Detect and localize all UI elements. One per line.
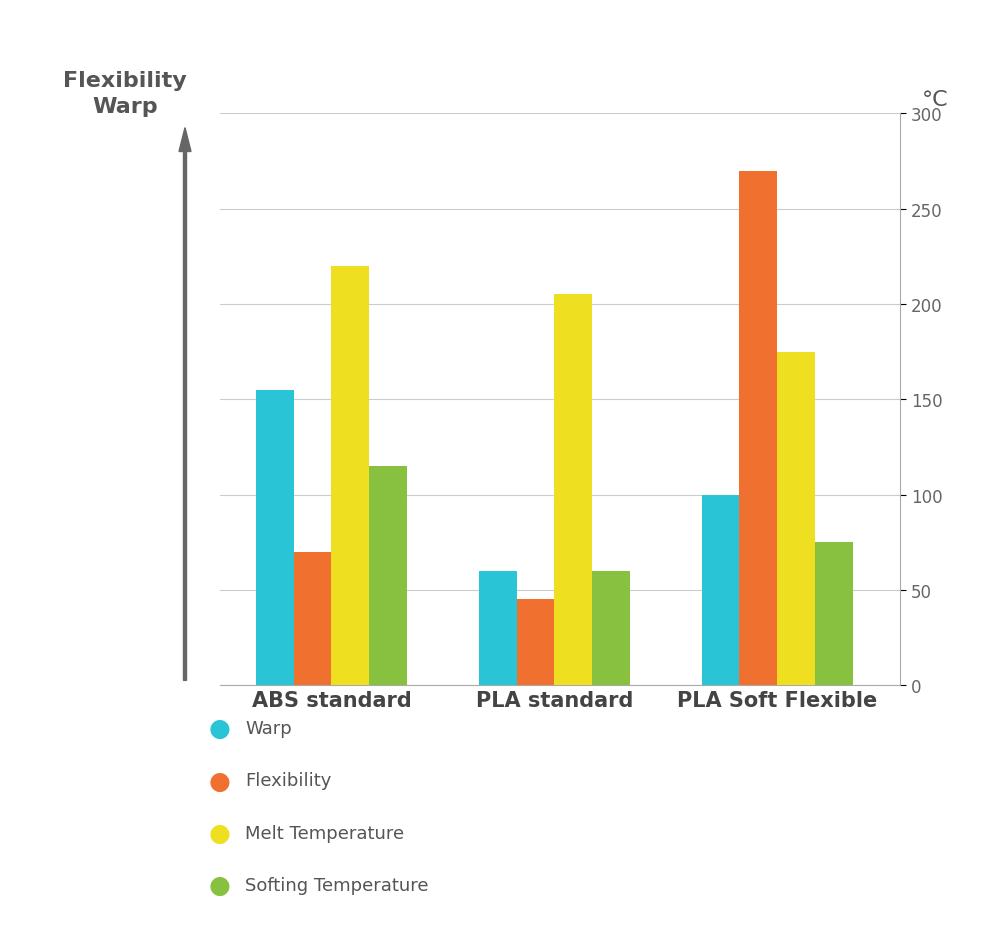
Bar (369, 466, 407, 685)
Text: °C: °C (922, 90, 948, 109)
Text: ●: ● (209, 873, 231, 898)
Bar (739, 171, 777, 685)
Bar (479, 571, 517, 685)
Bar (592, 571, 630, 685)
Bar (294, 552, 331, 685)
Text: Warp: Warp (245, 720, 292, 737)
Bar (815, 543, 853, 685)
Text: Melt Temperature: Melt Temperature (245, 824, 404, 842)
Text: Warp: Warp (92, 97, 158, 116)
Bar (702, 495, 739, 685)
Text: ●: ● (209, 821, 231, 845)
Bar (517, 600, 554, 685)
Text: ●: ● (209, 716, 231, 741)
Text: Flexibility: Flexibility (63, 71, 187, 90)
Bar (777, 352, 815, 685)
Text: Softing Temperature: Softing Temperature (245, 877, 428, 894)
Text: ●: ● (209, 768, 231, 793)
Bar (331, 267, 369, 685)
Bar (256, 390, 294, 685)
Text: Flexibility: Flexibility (245, 772, 331, 789)
Bar (554, 295, 592, 685)
